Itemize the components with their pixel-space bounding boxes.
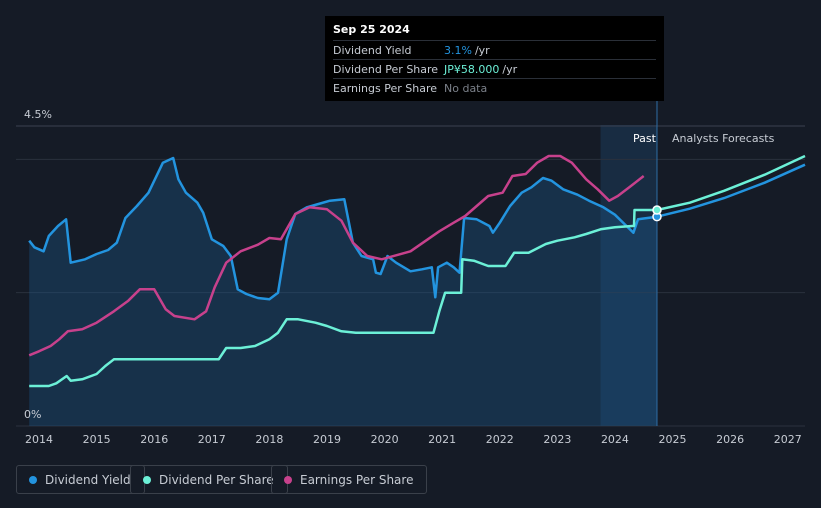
x-tick-label: 2026 [716, 433, 744, 446]
tooltip-unit-dps: /yr [502, 62, 518, 76]
x-tick-label: 2016 [140, 433, 168, 446]
x-tick-label: 2020 [371, 433, 399, 446]
x-tick-label: 2018 [255, 433, 283, 446]
dividend-per-share-line-forecast [656, 154, 806, 212]
tooltip-label-dps: Dividend Per Share [333, 62, 439, 76]
earnings-per-share-line [28, 154, 645, 357]
tooltip-row-yield: Dividend Yield 3.1% /yr [333, 40, 656, 59]
x-tick-label: 2027 [774, 433, 802, 446]
tooltip: Sep 25 2024 Dividend Yield 3.1% /yr Divi… [325, 16, 664, 101]
today-markers [652, 205, 662, 222]
dividend-per-share-line [29, 208, 657, 388]
legend-dividend-yield[interactable]: Dividend Yield [16, 465, 145, 494]
tooltip-date: Sep 25 2024 [333, 23, 410, 36]
x-tick-label: 2014 [25, 433, 53, 446]
legend-label-yield: Dividend Yield [45, 472, 131, 487]
tooltip-value-eps: No data [444, 81, 488, 95]
x-tick-label: 2015 [83, 433, 111, 446]
series-lines [28, 154, 806, 388]
x-tick-label: 2021 [428, 433, 456, 446]
tooltip-value-dps: JP¥58.000 [444, 62, 500, 76]
x-tick-label: 2019 [313, 433, 341, 446]
y-tick-top: 4.5% [24, 108, 52, 121]
gridlines [16, 125, 805, 427]
legend-dot-yield-icon [29, 475, 37, 484]
x-tick-label: 2017 [198, 433, 226, 446]
tooltip-value-yield: 3.1% [444, 43, 472, 57]
tooltip-label-yield: Dividend Yield [333, 43, 412, 57]
x-tick-label: 2024 [601, 433, 629, 446]
plot-background [16, 125, 805, 426]
x-tick-label: 2025 [659, 433, 687, 446]
x-tick-label: 2022 [486, 433, 514, 446]
legend-dot-eps-icon [284, 475, 292, 484]
tooltip-label-eps: Earnings Per Share [333, 81, 438, 95]
legend-earnings-per-share[interactable]: Earnings Per Share [271, 465, 428, 494]
past-highlight-band [600, 125, 657, 426]
dividend-yield-line-forecast [656, 163, 806, 218]
x-tick-label: 2023 [543, 433, 571, 446]
legend-dividend-per-share[interactable]: Dividend Per Share [130, 465, 288, 494]
tooltip-unit-yield: /yr [474, 43, 490, 57]
y-tick-bottom: 0% [24, 408, 41, 421]
dividend-yield-line [28, 156, 658, 301]
tooltip-row-dps: Dividend Per Share JP¥58.000 /yr [333, 59, 656, 78]
legend-dot-dps-icon [143, 475, 151, 484]
legend-label-dps: Dividend Per Share [159, 472, 274, 487]
tooltip-row-eps: Earnings Per Share No data [333, 78, 656, 97]
legend-label-eps: Earnings Per Share [300, 472, 414, 487]
past-label: Past [633, 132, 657, 145]
forecast-label: Analysts Forecasts [672, 132, 775, 145]
x-axis-ticks: 2014 2015 2016 2017 2018 2019 2020 2021 2022 2023… [25, 433, 802, 446]
dps-today-point [652, 205, 662, 215]
